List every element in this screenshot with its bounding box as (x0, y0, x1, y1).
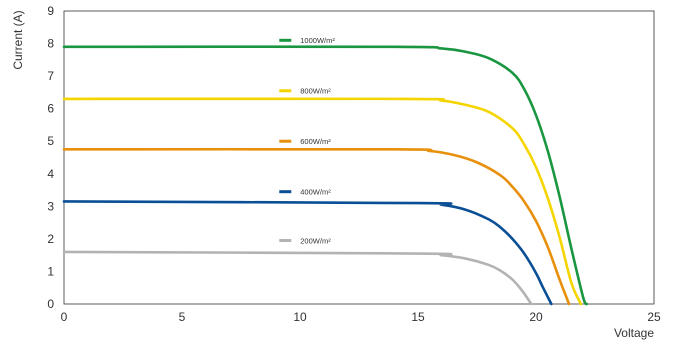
y-tick-label: 0 (47, 297, 54, 311)
series-line-400w-m (62, 200, 553, 306)
series-line-200w-m (62, 250, 533, 306)
y-tick-label: 7 (47, 69, 54, 83)
x-tick-label: 25 (647, 310, 661, 324)
y-tick-label: 6 (47, 102, 54, 116)
y-tick-label: 8 (47, 37, 54, 51)
x-tick-label: 20 (529, 310, 543, 324)
x-axis-title: Voltage (614, 326, 654, 340)
series-line-600w-m (62, 147, 571, 306)
legend-label: 600W/m² (300, 137, 331, 146)
plot-frame (63, 10, 655, 305)
x-tick-label: 15 (411, 310, 425, 324)
y-tick-label: 2 (47, 232, 54, 246)
inline-legend: 1000W/m² 800W/m² 600W/m² 400W/m² 200W/m² (279, 36, 335, 245)
y-tick-label: 3 (47, 199, 54, 213)
series-line-1000w-m (62, 45, 589, 306)
legend-label: 200W/m² (300, 236, 331, 245)
x-tick-label: 5 (179, 310, 186, 324)
x-tick-label: 10 (293, 310, 307, 324)
series-group (62, 45, 589, 306)
legend-label: 1000W/m² (300, 36, 335, 45)
y-tick-label: 1 (47, 264, 54, 278)
y-tick-label: 4 (47, 167, 54, 181)
y-axis-title: Current (A) (11, 10, 25, 69)
tick-labels: 0 5 10 15 20 25 0 1 2 3 4 5 6 7 8 9 (47, 4, 661, 324)
legend-label: 400W/m² (300, 187, 331, 196)
x-tick-label: 0 (61, 310, 68, 324)
y-tick-label: 5 (47, 134, 54, 148)
series-line-800w-m (62, 97, 583, 306)
y-tick-label: 9 (47, 4, 54, 18)
axes (63, 10, 655, 305)
legend-label: 800W/m² (300, 87, 331, 96)
